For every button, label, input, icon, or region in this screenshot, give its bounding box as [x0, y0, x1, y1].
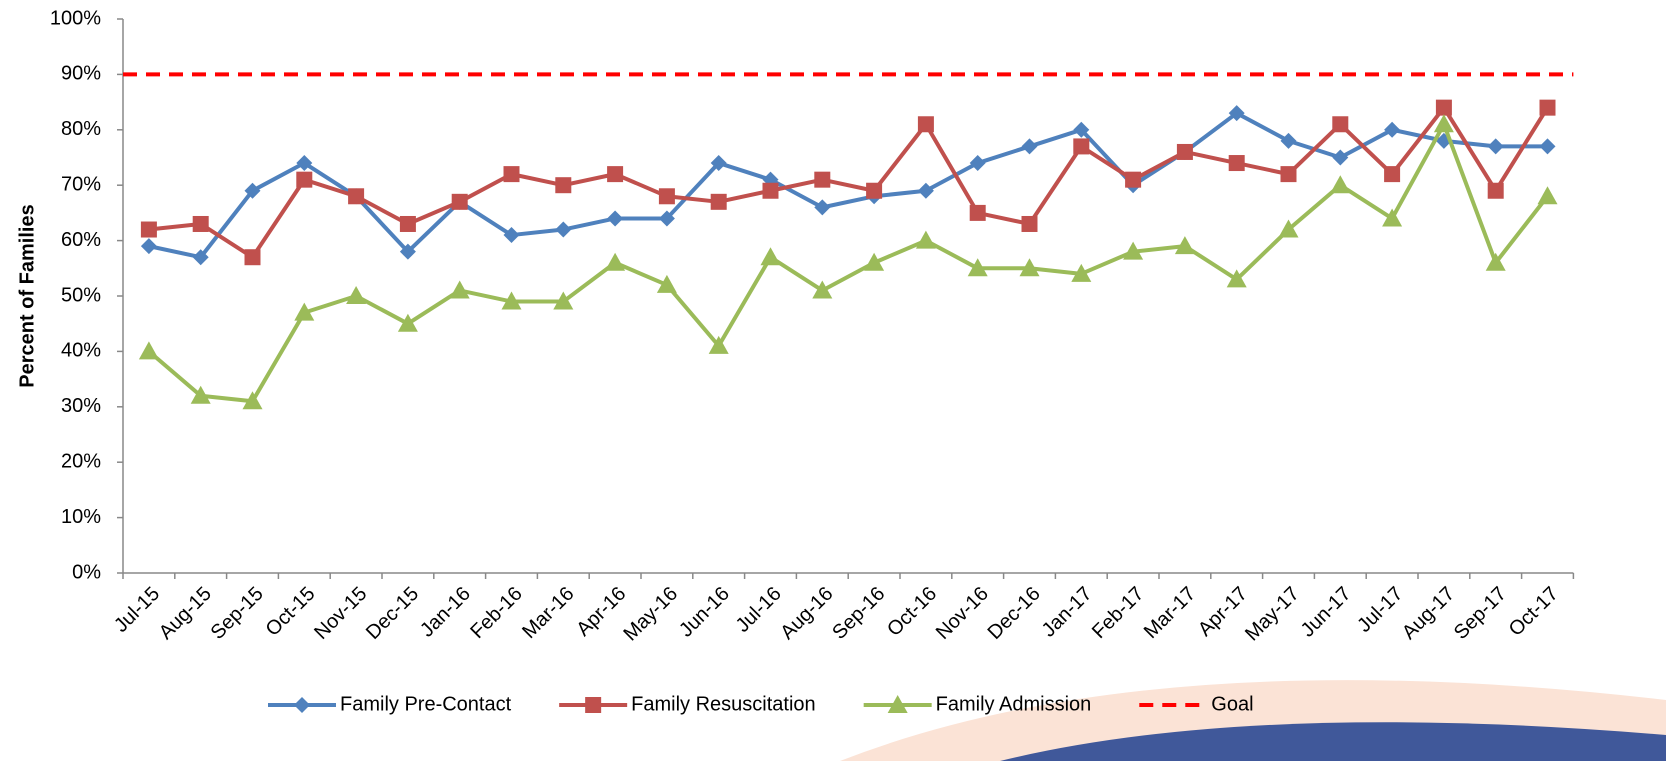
data-point [1332, 116, 1348, 132]
y-tick-label: 70% [61, 173, 101, 195]
legend-label: Family Resuscitation [631, 693, 816, 715]
data-point [1022, 216, 1038, 232]
x-tick-label: Nov-16 [932, 583, 993, 644]
data-point [1436, 100, 1452, 116]
y-tick-label: 90% [61, 63, 101, 85]
data-point [711, 194, 727, 210]
x-tick-label: Aug-16 [776, 583, 837, 644]
data-point [761, 247, 781, 265]
data-point [1332, 150, 1348, 166]
x-tick-label: Sep-15 [207, 583, 268, 644]
x-tick-label: Dec-16 [984, 583, 1045, 644]
x-tick-label: Nov-15 [310, 583, 371, 644]
y-tick-label: 20% [61, 450, 101, 472]
y-tick-label: 80% [61, 118, 101, 140]
data-point [141, 238, 157, 254]
data-point [504, 166, 520, 182]
data-point [970, 155, 986, 171]
data-point [1488, 138, 1504, 154]
legend-label: Family Admission [936, 693, 1092, 715]
x-tick-label: Mar-17 [1140, 583, 1200, 643]
data-point [1384, 166, 1400, 182]
y-tick-label: 100% [50, 7, 101, 29]
data-point [812, 280, 832, 298]
data-point [1125, 172, 1141, 188]
x-tick-label: Sep-17 [1450, 583, 1511, 644]
data-point [659, 188, 675, 204]
data-point [139, 341, 159, 359]
data-point [1281, 133, 1297, 149]
x-tick-label: Mar-16 [518, 583, 578, 643]
data-point [1540, 138, 1556, 154]
y-tick-label: 30% [61, 395, 101, 417]
data-point [1330, 175, 1350, 193]
data-point [452, 194, 468, 210]
x-tick-label: Jan-16 [416, 583, 475, 642]
data-point [1540, 100, 1556, 116]
x-tick-label: Dec-15 [362, 583, 423, 644]
x-tick-label: Feb-16 [466, 583, 526, 643]
data-point [1382, 208, 1402, 226]
y-tick-label: 60% [61, 229, 101, 251]
x-tick-label: Aug-15 [155, 583, 216, 644]
data-point [607, 166, 623, 182]
x-tick-label: Sep-16 [828, 583, 889, 644]
legend-label: Goal [1211, 693, 1253, 715]
data-point [1177, 144, 1193, 160]
data-point [866, 183, 882, 199]
chart: Percent of Families 0% 10% 20% 30% 40% 50% 60%… [0, 0, 1666, 761]
x-tick-label: Jun-16 [675, 583, 734, 642]
data-point [763, 183, 779, 199]
x-tick-label: Oct-17 [1505, 583, 1563, 641]
data-point [1538, 186, 1558, 204]
data-point [450, 280, 470, 298]
x-tick-label: Jun-17 [1297, 583, 1356, 642]
x-tick-label: Feb-17 [1088, 583, 1148, 643]
data-point [605, 253, 625, 271]
x-tick-label: Jan-17 [1038, 583, 1097, 642]
data-point [400, 216, 416, 232]
data-point [607, 210, 623, 226]
data-point [1488, 183, 1504, 199]
data-point [1022, 138, 1038, 154]
series-line [149, 124, 1548, 401]
data-point [918, 183, 934, 199]
data-point [245, 249, 261, 265]
data-point [348, 188, 364, 204]
y-axis-label: Percent of Families [16, 204, 38, 387]
data-point [141, 222, 157, 238]
x-tick-label: Oct-15 [262, 583, 320, 641]
data-point [1073, 138, 1089, 154]
y-tick-label: 0% [72, 561, 101, 583]
x-tick-label: May-16 [619, 583, 682, 646]
data-point [296, 172, 312, 188]
data-point [555, 222, 571, 238]
legend-marker [585, 697, 601, 713]
x-tick-label: Aug-17 [1398, 583, 1459, 644]
data-point [1384, 122, 1400, 138]
data-point [970, 205, 986, 221]
y-tick-label: 40% [61, 340, 101, 362]
x-tick-label: Oct-16 [883, 583, 941, 641]
data-point [398, 314, 418, 332]
legend-label: Family Pre-Contact [340, 693, 512, 715]
data-point [814, 199, 830, 215]
y-tick-label: 10% [61, 506, 101, 528]
data-point [814, 172, 830, 188]
y-tick-label: 50% [61, 284, 101, 306]
data-point [1281, 166, 1297, 182]
data-point [193, 216, 209, 232]
data-point [916, 231, 936, 249]
data-point [918, 116, 934, 132]
data-point [346, 286, 366, 304]
data-point [1229, 155, 1245, 171]
data-point [555, 177, 571, 193]
x-tick-label: May-17 [1241, 583, 1304, 646]
legend-marker [294, 697, 310, 713]
